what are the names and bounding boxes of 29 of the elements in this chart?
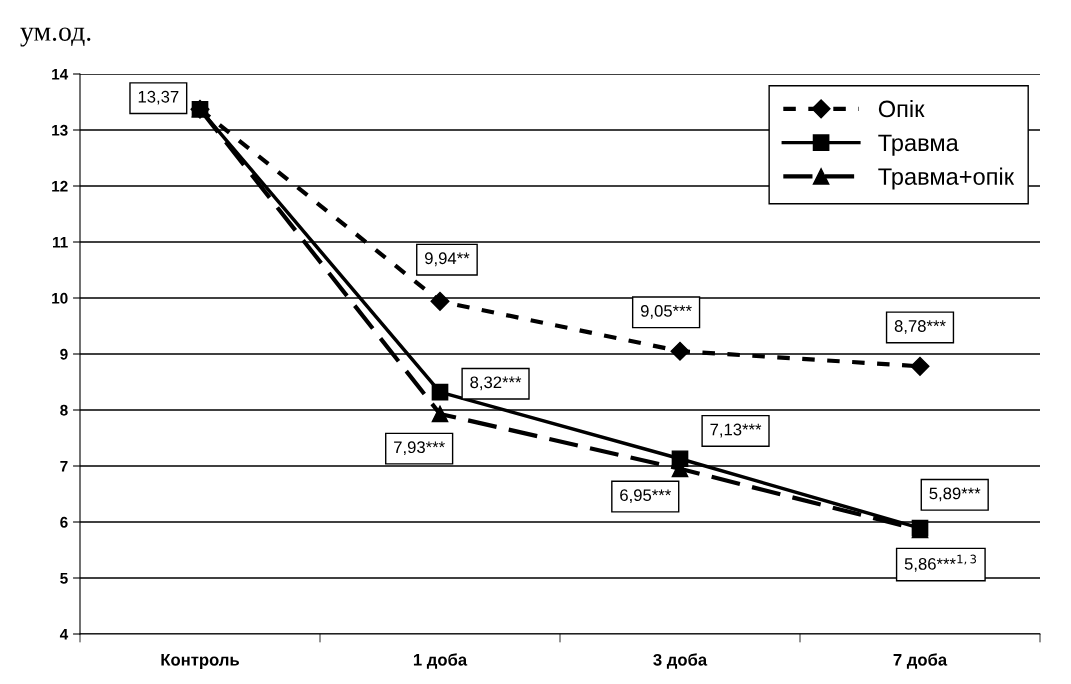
data-label: 8,32*** (470, 376, 522, 391)
y-tick-label: 12 (52, 180, 68, 192)
data-label: 5,86***$^{1,3}$ (904, 554, 977, 572)
y-tick-label: 7 (60, 461, 68, 472)
y-tick-label: 5 (60, 573, 68, 584)
data-label: 5,89*** (929, 487, 981, 502)
x-tick-label: 1 доба (413, 653, 468, 669)
data-label: 7,93*** (394, 441, 445, 456)
x-tick-label: 7 доба (893, 653, 948, 669)
data-label: 9,05*** (640, 304, 692, 319)
y-tick-label: 14 (52, 69, 69, 80)
y-tick-label: 9 (60, 348, 68, 360)
data-label: 7,13*** (710, 423, 762, 438)
data-label: 6,95*** (620, 489, 671, 504)
y-tick-label: 13 (52, 124, 68, 136)
legend-label: Травма (878, 134, 959, 156)
y-tick-label: 11 (53, 237, 68, 248)
data-label: 9,94** (425, 252, 470, 267)
y-tick-label: 6 (60, 516, 68, 528)
y-tick-label: 8 (60, 404, 68, 416)
y-tick-label: 10 (52, 292, 68, 304)
legend-label: Травма+опік (878, 167, 1015, 190)
data-label: 13,37 (138, 90, 179, 105)
x-tick-label: 3 доба (653, 653, 708, 669)
x-tick-label: Контроль (161, 654, 239, 669)
legend-label: Опік (878, 99, 925, 118)
data-label: 8,78*** (894, 320, 946, 334)
y-axis-title: ум.од. (20, 27, 91, 47)
y-tick-label: 4 (59, 629, 69, 640)
